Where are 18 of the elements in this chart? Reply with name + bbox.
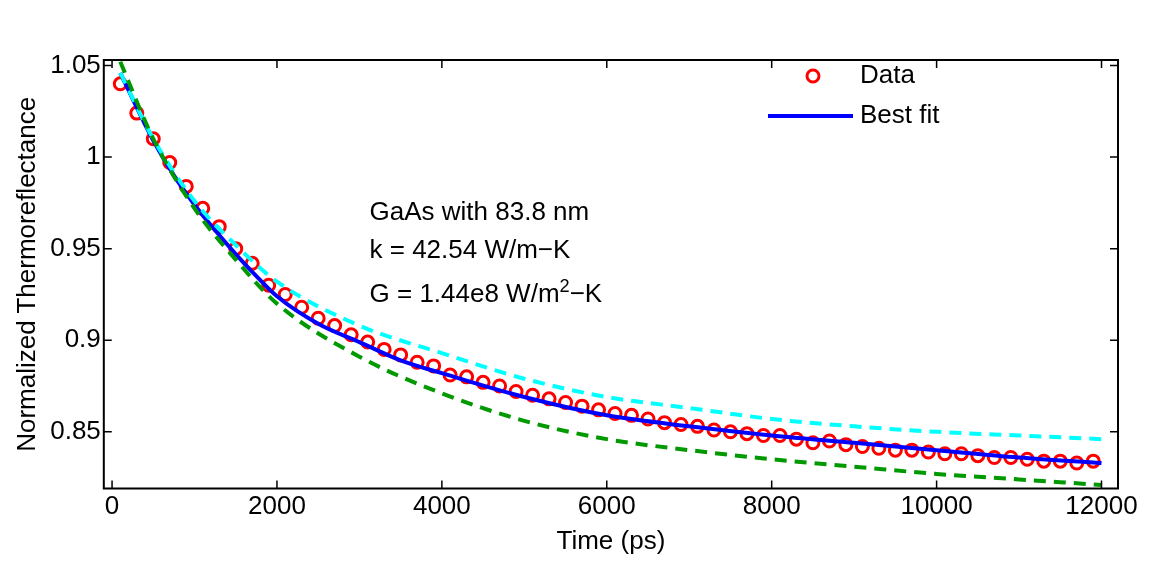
- x-tick-label: 10000: [900, 490, 973, 521]
- x-tick-label: 4000: [412, 490, 471, 521]
- x-tick-label: 12000: [1065, 490, 1138, 521]
- y-axis-title: Normalized Thermoreflectance: [10, 96, 41, 452]
- x-tick-label: 8000: [742, 490, 801, 521]
- y-tick-label: 0.85: [50, 414, 101, 445]
- y-tick-label: 1.05: [50, 48, 101, 79]
- x-tick-label: 0: [104, 490, 120, 521]
- legend-label: Best fit: [860, 99, 941, 130]
- y-tick-label: 0.9: [64, 323, 101, 354]
- annotation: k = 42.54 W/m−K: [369, 234, 572, 264]
- annotation: GaAs with 83.8 nm: [369, 196, 590, 226]
- x-tick-label: 2000: [248, 490, 306, 521]
- x-tick-label: 6000: [577, 490, 636, 521]
- legend-label: Data: [860, 59, 916, 90]
- x-axis-title: Time (ps): [556, 524, 666, 555]
- y-tick-label: 1: [86, 140, 101, 171]
- y-tick-label: 0.95: [50, 231, 101, 262]
